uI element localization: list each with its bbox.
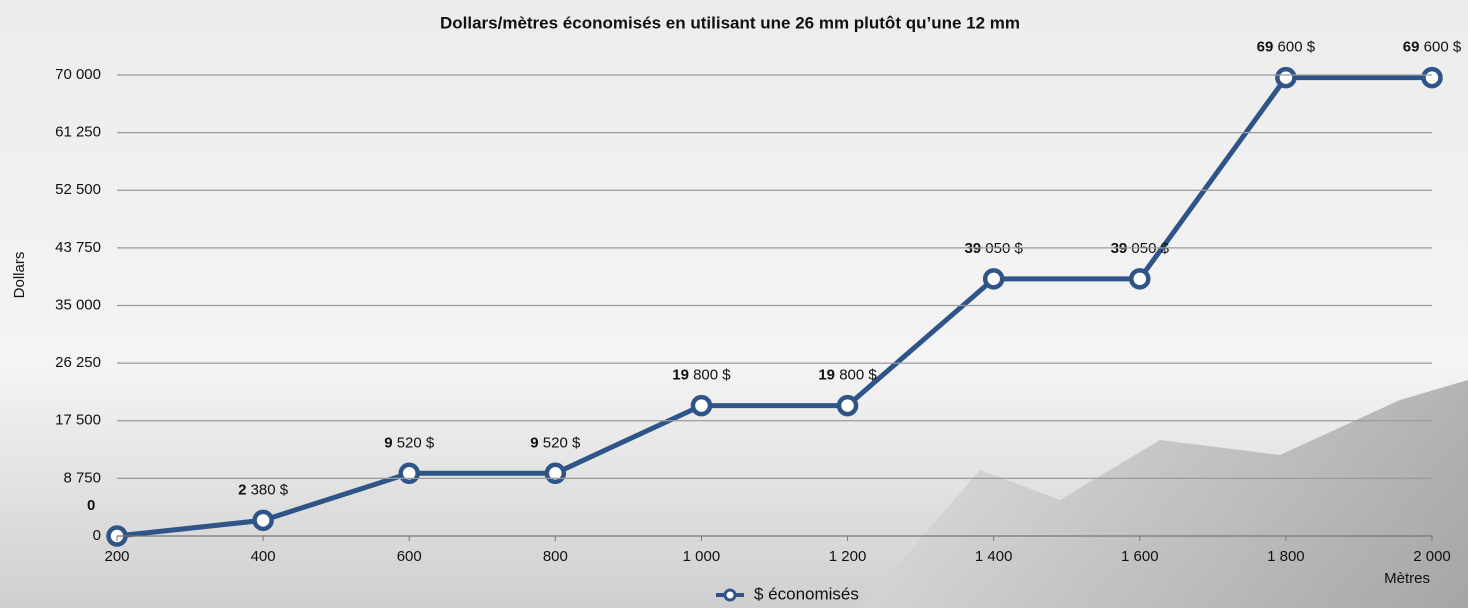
x-tick-label: 1 200 <box>829 548 867 565</box>
data-point <box>1277 69 1294 86</box>
y-tick-label: 43 750 <box>55 239 101 256</box>
y-tick-label: 52 500 <box>55 181 101 198</box>
data-point <box>547 465 564 482</box>
chart: Dollars/mètres économisés en utilisant u… <box>0 0 1468 608</box>
legend-label: $ économisés <box>754 584 859 603</box>
data-label: 0 <box>87 497 95 514</box>
data-label: 69 600 $ <box>1403 39 1462 56</box>
y-tick-label: 61 250 <box>55 124 101 141</box>
x-tick-label: 600 <box>397 548 422 565</box>
x-tick-label: 800 <box>543 548 568 565</box>
data-point <box>1131 270 1148 287</box>
data-point <box>401 465 418 482</box>
data-point <box>693 397 710 414</box>
data-point <box>255 512 272 529</box>
data-point <box>839 397 856 414</box>
x-tick-label: 200 <box>104 548 129 565</box>
y-tick-label: 70 000 <box>55 66 101 83</box>
data-label: 9 520 $ <box>530 434 581 451</box>
x-axis-label: Mètres <box>1384 570 1430 587</box>
legend-marker <box>725 590 735 600</box>
x-tick-label: 1 000 <box>683 548 721 565</box>
data-label: 19 800 $ <box>672 367 731 384</box>
x-tick-label: 1 400 <box>975 548 1013 565</box>
data-point <box>1424 69 1441 86</box>
data-label: 2 380 $ <box>238 481 289 498</box>
y-tick-label: 8 750 <box>63 469 101 486</box>
x-tick-label: 400 <box>251 548 276 565</box>
x-tick-label: 2 000 <box>1413 548 1451 565</box>
y-axis-label: Dollars <box>11 252 28 299</box>
data-label: 69 600 $ <box>1257 39 1316 56</box>
page: Dollars/mètres économisés en utilisant u… <box>0 0 1468 608</box>
x-tick-label: 1 600 <box>1121 548 1159 565</box>
y-tick-label: 35 000 <box>55 296 101 313</box>
data-label: 9 520 $ <box>384 434 435 451</box>
chart-title: Dollars/mètres économisés en utilisant u… <box>440 13 1020 32</box>
y-tick-label: 0 <box>93 527 101 544</box>
data-label: 19 800 $ <box>818 367 877 384</box>
y-tick-label: 26 250 <box>55 354 101 371</box>
data-point <box>985 270 1002 287</box>
x-tick-label: 1 800 <box>1267 548 1305 565</box>
y-tick-label: 17 500 <box>55 412 101 429</box>
